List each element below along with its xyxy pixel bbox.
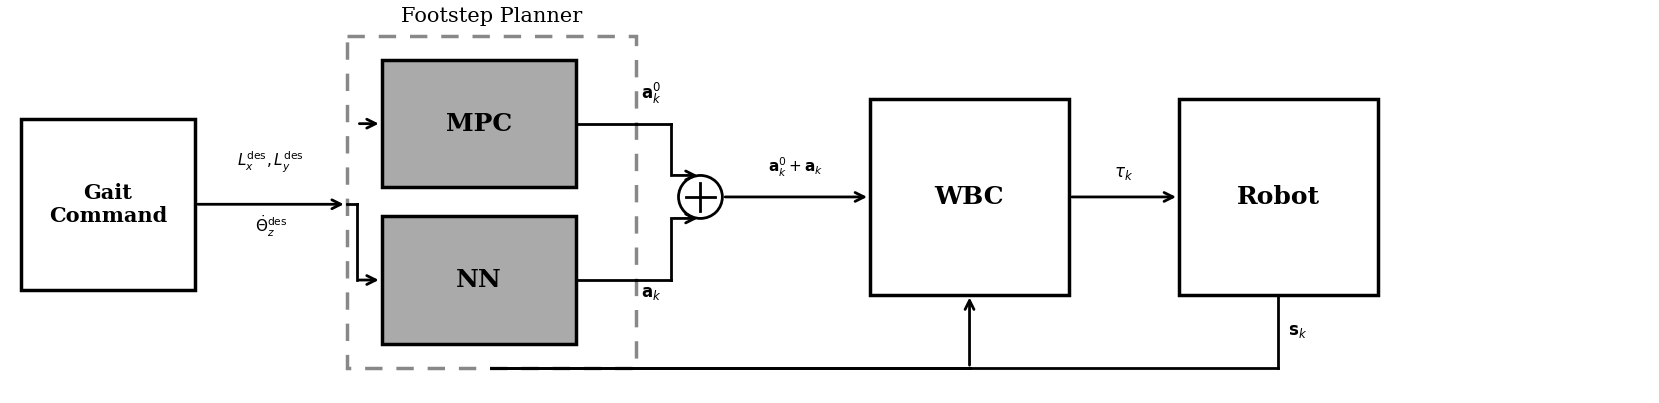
Bar: [20, 119, 196, 290]
Bar: [869, 99, 1068, 295]
Bar: [382, 216, 576, 343]
Bar: [347, 36, 635, 368]
Text: $\mathbf{a}_k$: $\mathbf{a}_k$: [640, 285, 662, 302]
Text: NN: NN: [456, 268, 501, 292]
Text: MPC: MPC: [446, 112, 513, 136]
Text: $\mathbf{a}_k^0$: $\mathbf{a}_k^0$: [640, 81, 662, 106]
Text: $L_x^{\rm des}, L_y^{\rm des}$: $L_x^{\rm des}, L_y^{\rm des}$: [237, 150, 304, 175]
Text: $\dot{\Theta}_z^{\rm des}$: $\dot{\Theta}_z^{\rm des}$: [254, 214, 287, 239]
Text: $\mathbf{s}_k$: $\mathbf{s}_k$: [1289, 323, 1307, 340]
Bar: [382, 60, 576, 187]
Bar: [1180, 99, 1379, 295]
Text: WBC: WBC: [934, 185, 1004, 209]
Text: $\tau_k$: $\tau_k$: [1115, 165, 1133, 182]
Text: $\mathbf{a}_k^0 + \mathbf{a}_k$: $\mathbf{a}_k^0 + \mathbf{a}_k$: [768, 156, 825, 179]
Text: Robot: Robot: [1238, 185, 1321, 209]
Text: Gait
Command: Gait Command: [48, 183, 168, 226]
Text: Footstep Planner: Footstep Planner: [400, 7, 582, 26]
